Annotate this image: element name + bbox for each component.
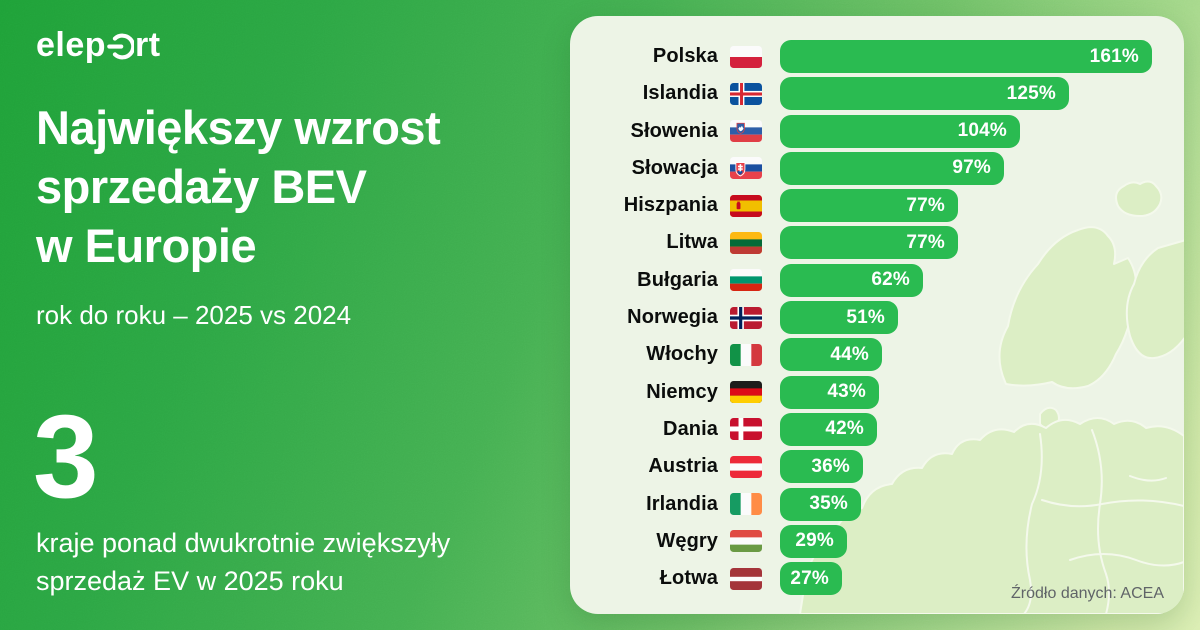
page-title: Największy wzrost sprzedaży BEV w Europi… <box>36 101 441 273</box>
value-bar: 42% <box>780 412 877 446</box>
flag-is-icon <box>730 82 762 105</box>
country-label: Islandia <box>642 82 718 105</box>
country-label: Irlandia <box>646 492 718 515</box>
chart-row-bg: Bułgaria 62% <box>570 263 1184 297</box>
chart-row-at: Austria 36% <box>570 450 1184 484</box>
flag-hu-icon <box>730 530 762 553</box>
value-bar: 44% <box>780 338 882 372</box>
page-subtitle: rok do roku – 2025 vs 2024 <box>36 300 352 330</box>
country-label: Słowacja <box>631 156 718 179</box>
value-bar: 125% <box>780 77 1069 111</box>
bar-value-label: 35% <box>809 493 848 515</box>
bar-chart: Polska 161% Islandia 125% Słowenia 104% Słowac… <box>570 40 1184 596</box>
country-label: Norwegia <box>627 306 718 329</box>
value-bar: 161% <box>780 40 1152 73</box>
value-bar: 43% <box>780 375 879 409</box>
bar-value-label: 104% <box>957 120 1007 142</box>
chart-row-dk: Dania 42% <box>570 412 1184 446</box>
flag-at-icon <box>730 455 762 478</box>
country-label: Włochy <box>646 343 718 366</box>
value-bar: 104% <box>780 114 1020 148</box>
flag-pl-icon <box>730 45 762 68</box>
bar-value-label: 77% <box>906 231 945 253</box>
bar-value-label: 161% <box>1089 45 1139 67</box>
chart-row-ie: Irlandia 35% <box>570 487 1184 521</box>
country-label: Węgry <box>656 529 718 552</box>
flag-sk-icon <box>730 157 762 180</box>
flag-es-icon <box>730 194 762 217</box>
bar-value-label: 97% <box>952 157 991 179</box>
bar-value-label: 62% <box>871 269 910 291</box>
bar-value-label: 77% <box>906 194 945 216</box>
chart-row-pl: Polska 161% <box>570 40 1184 73</box>
logo-text-pre: elep <box>36 26 107 64</box>
country-label: Hiszpania <box>623 194 718 217</box>
flag-ie-icon <box>730 493 762 516</box>
value-bar: 62% <box>780 263 923 297</box>
country-label: Niemcy <box>646 380 718 403</box>
country-label: Łotwa <box>659 567 718 590</box>
flag-it-icon <box>730 343 762 366</box>
country-label: Dania <box>663 417 718 440</box>
country-label: Słowenia <box>630 119 718 142</box>
flag-de-icon <box>730 381 762 404</box>
bar-value-label: 44% <box>830 343 869 365</box>
chart-row-de: Niemcy 43% <box>570 375 1184 409</box>
chart-row-lv: Łotwa 27% <box>570 562 1184 596</box>
chart-row-is: Islandia 125% <box>570 77 1184 111</box>
chart-card: Polska 161% Islandia 125% Słowenia 104% Słowac… <box>570 16 1184 614</box>
value-bar: 35% <box>780 487 861 521</box>
stat-caption: kraje ponad dwukrotnie zwiększyły sprzed… <box>36 528 451 597</box>
chart-row-it: Włochy 44% <box>570 338 1184 372</box>
flag-lt-icon <box>730 231 762 254</box>
value-bar: 27% <box>780 562 842 596</box>
bar-value-label: 125% <box>1006 82 1056 104</box>
stat-number: 3 <box>33 391 99 523</box>
flag-dk-icon <box>730 418 762 441</box>
value-bar: 97% <box>780 151 1004 185</box>
flag-bg-icon <box>730 269 762 292</box>
flag-lv-icon <box>730 567 762 590</box>
country-label: Bułgaria <box>637 268 718 291</box>
logo-text-post: rt <box>135 26 161 64</box>
value-bar: 77% <box>780 189 958 223</box>
eleport-logo: elep rt <box>36 28 161 62</box>
value-bar: 77% <box>780 226 958 260</box>
bar-value-label: 29% <box>795 530 834 552</box>
value-bar: 29% <box>780 524 847 558</box>
chart-row-si: Słowenia 104% <box>570 114 1184 148</box>
eleport-o-glyph-icon <box>107 33 135 59</box>
chart-row-sk: Słowacja 97% <box>570 151 1184 185</box>
data-source-note: Źródło danych: ACEA <box>1011 585 1164 602</box>
country-label: Austria <box>648 455 718 478</box>
country-label: Polska <box>652 45 718 67</box>
europe-map-watermark-icon <box>799 180 1184 614</box>
value-bar: 36% <box>780 450 863 484</box>
bar-value-label: 27% <box>790 567 829 589</box>
chart-row-lt: Litwa 77% <box>570 226 1184 260</box>
chart-row-no: Norwegia 51% <box>570 301 1184 335</box>
bar-value-label: 36% <box>811 455 850 477</box>
flag-si-icon <box>730 120 762 143</box>
country-label: Litwa <box>666 231 718 254</box>
bar-value-label: 42% <box>825 418 864 440</box>
bar-value-label: 43% <box>827 381 866 403</box>
bar-value-label: 51% <box>846 306 885 328</box>
chart-row-es: Hiszpania 77% <box>570 189 1184 223</box>
chart-row-hu: Węgry 29% <box>570 524 1184 558</box>
flag-no-icon <box>730 306 762 329</box>
value-bar: 51% <box>780 301 898 335</box>
